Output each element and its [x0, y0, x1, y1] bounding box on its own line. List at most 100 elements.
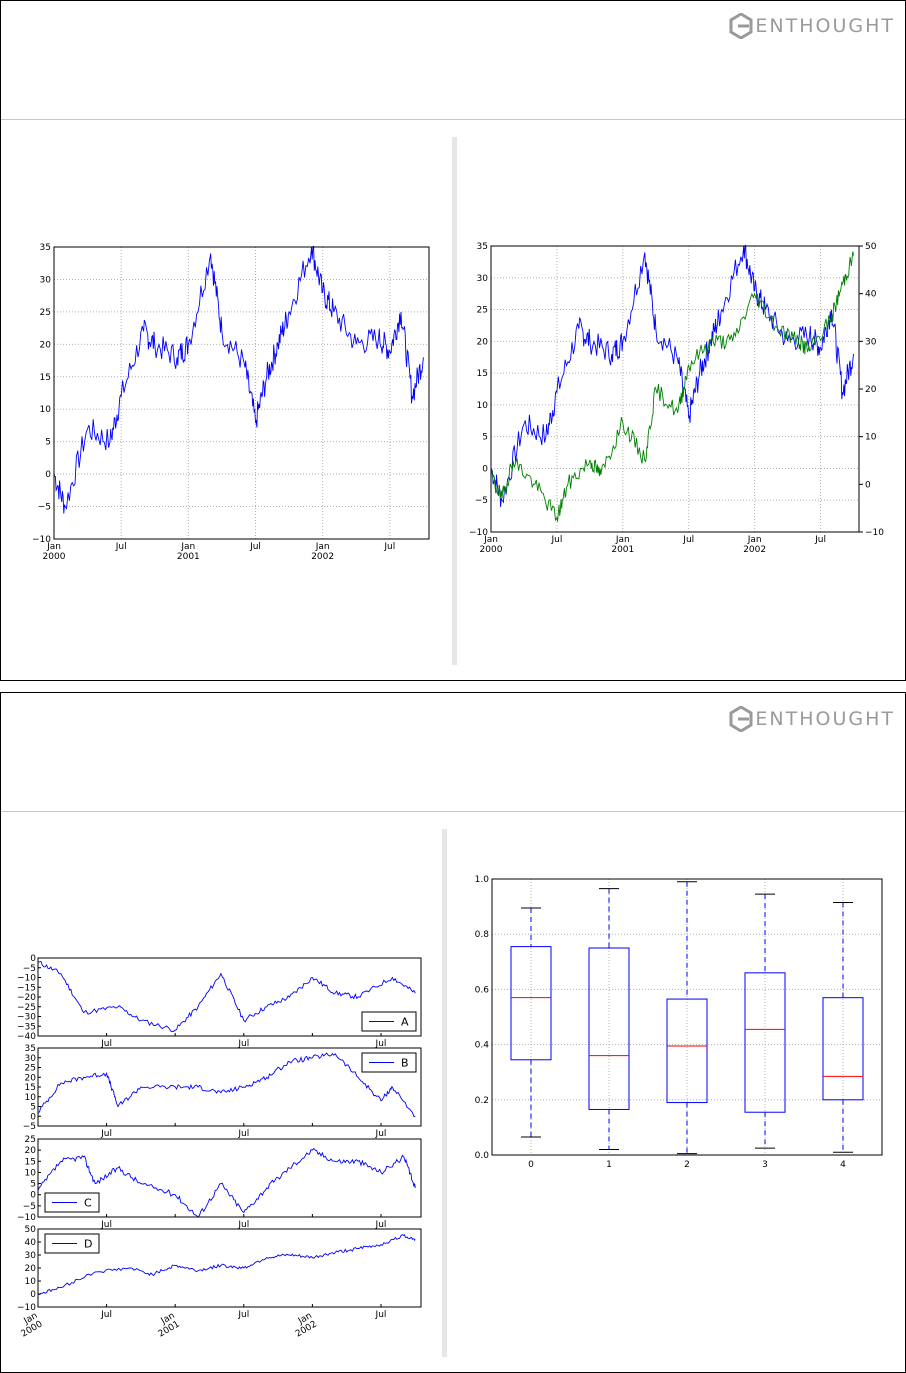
column-divider [452, 137, 457, 665]
plot-area [54, 247, 429, 539]
y-tick-label-left: 10 [477, 401, 489, 411]
box-body [588, 947, 630, 1110]
y-tick-label-right: 20 [865, 385, 877, 395]
series-line [37, 1147, 416, 1218]
legend: C [44, 1192, 100, 1213]
y-tick-label: −20 [17, 993, 36, 1003]
legend-label: A [401, 1016, 409, 1029]
y-tick-label: −40 [17, 1032, 36, 1042]
box-3 [744, 893, 786, 1149]
box-2 [666, 881, 708, 1155]
y-tick-label: 15 [40, 373, 51, 383]
header-rule [1, 811, 905, 812]
x-tick-label: Jul [375, 1129, 387, 1139]
y-tick-label: 15 [25, 1083, 36, 1093]
box-4 [822, 901, 864, 1153]
y-tick-label: 0 [45, 470, 51, 480]
y-tick-label: −15 [17, 983, 36, 993]
x-tick-label: 0 [528, 1160, 534, 1170]
y-tick-label: −5 [23, 1202, 36, 1212]
y-tick-label-left: 35 [477, 242, 488, 252]
x-tick-label: Jul [237, 1310, 249, 1320]
plot-area [38, 958, 421, 1036]
x-tick-label: Jul [383, 542, 395, 552]
y-tick-label-right: 30 [865, 337, 877, 347]
legend-label: B [401, 1057, 409, 1070]
y-tick-label: 25 [25, 1135, 36, 1145]
y-tick-label: 10 [25, 1168, 37, 1178]
y-tick-label: −5 [23, 1122, 36, 1132]
y-tick-label: 35 [40, 243, 51, 253]
series-line [53, 245, 424, 514]
y-tick-label: 0.4 [475, 1041, 490, 1051]
y-tick-label-left: −10 [469, 528, 488, 538]
y-tick-label: 20 [25, 1264, 37, 1274]
y-tick-label: 0.8 [475, 930, 490, 940]
brand-logo: ENTHOUGHT [729, 706, 895, 732]
y-tick-label: 0.0 [475, 1151, 490, 1161]
brand-name: ENTHOUGHT [755, 15, 895, 37]
brand-logo: ENTHOUGHT [729, 13, 895, 39]
enthought-logo-icon [729, 706, 753, 732]
y-tick-label-left: −5 [475, 496, 488, 506]
y-tick-label: 0 [30, 1290, 36, 1300]
y-tick-label-right: 0 [865, 480, 871, 490]
y-tick-label-right: 40 [865, 290, 877, 300]
y-tick-label: −25 [17, 1003, 36, 1013]
x-tick-label: Jul [237, 1220, 249, 1230]
box-body [666, 998, 708, 1104]
y-tick-label-left: 5 [482, 433, 488, 443]
header-rule [1, 119, 905, 120]
x-tick-label: 3 [762, 1160, 768, 1170]
x-tick-label: Jan2001 [152, 1311, 182, 1340]
y-tick-label: 20 [25, 1073, 37, 1083]
plot-area [38, 1048, 421, 1126]
box-1 [588, 888, 630, 1150]
x-tick-label: Jul [100, 1310, 112, 1320]
x-tick-label: Jul [249, 542, 261, 552]
y-tick-label: 1.0 [475, 875, 490, 885]
series-line [37, 1052, 416, 1117]
plot-frame [53, 246, 430, 540]
series-line [37, 1233, 416, 1296]
x-tick-label: 4 [840, 1160, 846, 1170]
series-line-left [490, 244, 854, 508]
legend: A [361, 1011, 417, 1032]
x-tick-label: Jul [100, 1039, 112, 1049]
plot-frame [37, 1047, 422, 1127]
plot-area [38, 1229, 421, 1307]
y-tick-label: 25 [25, 1064, 36, 1074]
y-tick-label: 30 [25, 1251, 37, 1261]
plot-frame [37, 1138, 422, 1218]
y-tick-label: −10 [17, 1213, 36, 1223]
box-body [510, 946, 552, 1061]
y-tick-label: 20 [40, 340, 52, 350]
subplot-a: 0−5−10−15−20−25−30−35−40 Jul Jul Jul A [17, 954, 422, 1049]
box-body [744, 972, 786, 1113]
plot-frame [491, 878, 883, 1156]
enthought-logo-icon [729, 13, 753, 39]
plot-frame [37, 957, 422, 1037]
plot-frame [490, 245, 860, 533]
x-tick-label: Jul [100, 1129, 112, 1139]
y-tick-label: −30 [17, 1013, 36, 1023]
slide-2: ENTHOUGHT 0 −5 −10 −15 −20 −25 −30 −35 −40 Jul Jul… [0, 692, 906, 1373]
y-tick-label: 25 [40, 308, 51, 318]
x-tick-label: Jan2000 [15, 1311, 45, 1340]
y-tick-label: 0.2 [475, 1096, 489, 1106]
plot-area [491, 246, 859, 532]
y-tick-label: 0 [30, 1191, 36, 1201]
y-tick-label-right: 50 [865, 242, 877, 252]
y-tick-label: 5 [30, 1103, 36, 1113]
x-tick-label: Jul [375, 1310, 387, 1320]
box-0 [510, 907, 552, 1138]
legend-label: C [84, 1197, 92, 1210]
